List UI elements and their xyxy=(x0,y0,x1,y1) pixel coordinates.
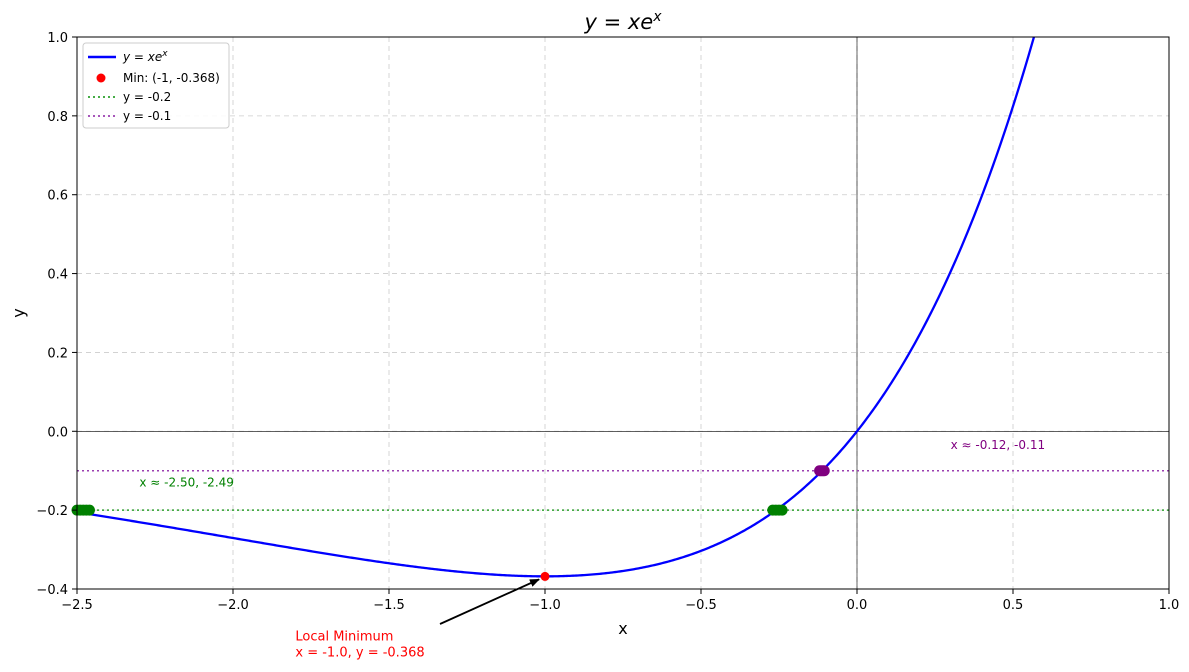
y-tick-label: 0.8 xyxy=(47,110,68,125)
intersection-point xyxy=(83,504,95,516)
x-tick-label: 1.0 xyxy=(1159,598,1180,613)
y-tick-label: 0.0 xyxy=(47,425,68,440)
y-tick-label: 0.6 xyxy=(47,189,68,204)
y-tick-label: 1.0 xyxy=(47,31,68,46)
x-tick-label: −1.0 xyxy=(529,598,561,613)
legend-label-min: Min: (-1, -0.368) xyxy=(123,71,220,85)
x-tick-label: 0.0 xyxy=(847,598,868,613)
y-tick-label: −0.2 xyxy=(36,504,68,519)
annotation-label: Local Minimum xyxy=(295,629,393,644)
curve-line xyxy=(77,37,1036,578)
x-tick-label: −2.5 xyxy=(61,598,93,613)
x-axis-label: x xyxy=(618,619,627,638)
annotations: x ≈ -2.50, -2.49 x ≈ -0.12, -0.11 Local Mi… xyxy=(139,438,1045,660)
y-tick-label: 0.4 xyxy=(47,268,68,283)
y-axis-label: y xyxy=(9,308,28,317)
grid xyxy=(77,37,1169,589)
legend-label-curve: y = xex xyxy=(122,49,168,64)
x-tick-label: −0.5 xyxy=(685,598,717,613)
annotation-arrow xyxy=(439,578,540,625)
annotation-label: x = -1.0, y = -0.368 xyxy=(295,645,424,660)
reference-lines xyxy=(77,469,1169,511)
x-tick-label: −1.5 xyxy=(373,598,405,613)
annotation-label: x ≈ -2.50, -2.49 xyxy=(139,475,234,489)
legend-marker-min xyxy=(96,73,106,83)
intersection-point xyxy=(818,465,830,477)
x-tick-label: 0.5 xyxy=(1003,598,1024,613)
chart-title: y = xex xyxy=(583,9,662,34)
minimum-point xyxy=(540,571,550,581)
zero-axes xyxy=(77,37,1169,589)
legend-label-hline2: y = -0.1 xyxy=(123,109,171,123)
intersection-point xyxy=(776,504,788,516)
plot-frame xyxy=(76,36,1170,590)
intersection-points xyxy=(71,465,830,581)
curve xyxy=(77,37,1036,578)
y-tick-label: 0.2 xyxy=(47,346,68,361)
ticks: −2.5 −2.0 −1.5 −1.0 −0.5 0.0 0.5 1.0 −0.4 −0.2 0.0… xyxy=(36,31,1179,613)
annotation-label: x ≈ -0.12, -0.11 xyxy=(951,438,1046,452)
y-tick-label: −0.4 xyxy=(36,583,68,598)
x-tick-label: −2.0 xyxy=(217,598,249,613)
legend: y = xex Min: (-1, -0.368) y = -0.2 y = -… xyxy=(82,42,230,129)
legend-label-hline1: y = -0.2 xyxy=(123,90,171,104)
